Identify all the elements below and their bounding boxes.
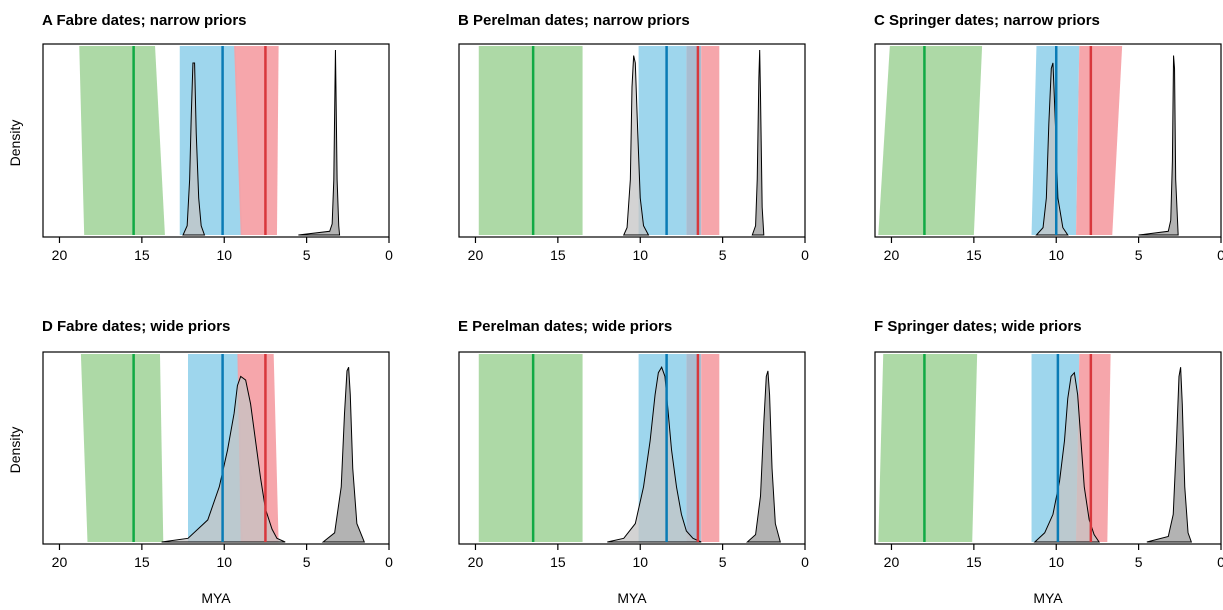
x-tick-label: 0 — [801, 247, 809, 263]
posterior-density-1 — [298, 49, 341, 236]
posterior-density-0 — [161, 375, 286, 543]
x-tick-label: 0 — [1217, 554, 1223, 570]
panel-plot-area — [80, 354, 366, 543]
x-tick-label: 10 — [216, 247, 232, 263]
x-tick-label: 5 — [719, 247, 727, 263]
x-axis-label: MYA — [201, 590, 231, 606]
posterior-density-1 — [746, 370, 781, 543]
panel-frame — [874, 43, 1222, 238]
x-tick-label: 15 — [134, 554, 150, 570]
x-axis-label: MYA — [617, 590, 647, 606]
x-tick-label: 5 — [1135, 247, 1143, 263]
posterior-density-0 — [1035, 62, 1069, 236]
x-tick-label: 10 — [632, 247, 648, 263]
posterior-density-0 — [622, 55, 650, 236]
prior-interval-band-1 — [638, 46, 687, 235]
panel-title: E Perelman dates; wide priors — [458, 318, 672, 335]
x-tick-label: 15 — [550, 247, 566, 263]
panel-plot-area — [478, 46, 765, 236]
x-tick-label: 20 — [52, 554, 68, 570]
prior-interval-band-3 — [701, 46, 720, 235]
posterior-density-0 — [1033, 371, 1101, 543]
prior-interval-band-0 — [79, 46, 165, 235]
panel-b: B Perelman dates; narrow priors 20 15 10 5 0 — [458, 12, 809, 263]
x-tick-label: 20 — [52, 247, 68, 263]
x-tick-label: 15 — [966, 247, 982, 263]
panel-c: C Springer dates; narrow priors 20 15 10 5 0 — [874, 12, 1223, 263]
x-tick-label: 5 — [303, 554, 311, 570]
panel-frame — [42, 43, 390, 238]
panel-title: F Springer dates; wide priors — [874, 318, 1082, 335]
panel-frame — [458, 351, 806, 545]
prior-interval-band-0 — [878, 354, 978, 542]
panel-frame — [42, 351, 390, 545]
x-tick-label: 10 — [632, 554, 648, 570]
x-tick-label: 10 — [216, 554, 232, 570]
posterior-density-0 — [182, 62, 206, 236]
prior-interval-band-0 — [80, 354, 164, 542]
panel-frame — [458, 43, 806, 238]
prior-interval-band-0 — [478, 354, 583, 542]
prior-interval-band-0 — [878, 46, 983, 235]
x-axis-label: MYA — [1033, 590, 1063, 606]
y-axis-label-bottom: Density — [7, 427, 23, 474]
prior-interval-band-3 — [701, 354, 720, 542]
panel-title: D Fabre dates; wide priors — [42, 318, 230, 335]
panel-a: A Fabre dates; narrow priors 20 15 10 5 0 — [42, 12, 393, 263]
posterior-density-1 — [1146, 367, 1193, 543]
x-tick-label: 0 — [385, 247, 393, 263]
x-tick-label: 20 — [884, 247, 900, 263]
x-tick-label: 0 — [385, 554, 393, 570]
panel-title: C Springer dates; narrow priors — [874, 12, 1100, 29]
x-tick-label: 15 — [550, 554, 566, 570]
x-tick-label: 15 — [966, 554, 982, 570]
x-tick-label: 20 — [468, 247, 484, 263]
panel-title: A Fabre dates; narrow priors — [42, 12, 247, 29]
panel-plot-area — [878, 354, 1193, 543]
x-tick-label: 10 — [1048, 247, 1064, 263]
y-axis-label-top: Density — [7, 120, 23, 167]
x-tick-label: 20 — [884, 554, 900, 570]
panel-d: D Fabre dates; wide priors 20 15 10 5 0 MYA — [42, 318, 393, 606]
panel-e: E Perelman dates; wide priors 20 15 10 5 0 MYA — [458, 318, 809, 606]
posterior-density-1 — [751, 49, 765, 236]
posterior-density-1 — [321, 366, 366, 543]
panel-plot-area — [878, 46, 1179, 236]
panel-f: F Springer dates; wide priors 20 15 10 5 0 MYA — [874, 318, 1223, 606]
x-tick-label: 5 — [1135, 554, 1143, 570]
x-tick-label: 5 — [303, 247, 311, 263]
x-tick-label: 5 — [719, 554, 727, 570]
x-tick-label: 20 — [468, 554, 484, 570]
prior-interval-band-0 — [478, 46, 583, 235]
x-tick-label: 0 — [801, 554, 809, 570]
prior-interval-band-2 — [1076, 46, 1123, 235]
x-tick-label: 0 — [1217, 247, 1223, 263]
panel-plot-area — [79, 46, 341, 236]
panel-plot-area — [478, 354, 781, 543]
posterior-density-0 — [607, 366, 702, 543]
posterior-density-1 — [1138, 55, 1179, 236]
panel-title: B Perelman dates; narrow priors — [458, 12, 690, 29]
x-tick-label: 10 — [1048, 554, 1064, 570]
x-tick-label: 15 — [134, 247, 150, 263]
panel-frame — [874, 351, 1222, 545]
prior-interval-band-2 — [234, 46, 279, 235]
